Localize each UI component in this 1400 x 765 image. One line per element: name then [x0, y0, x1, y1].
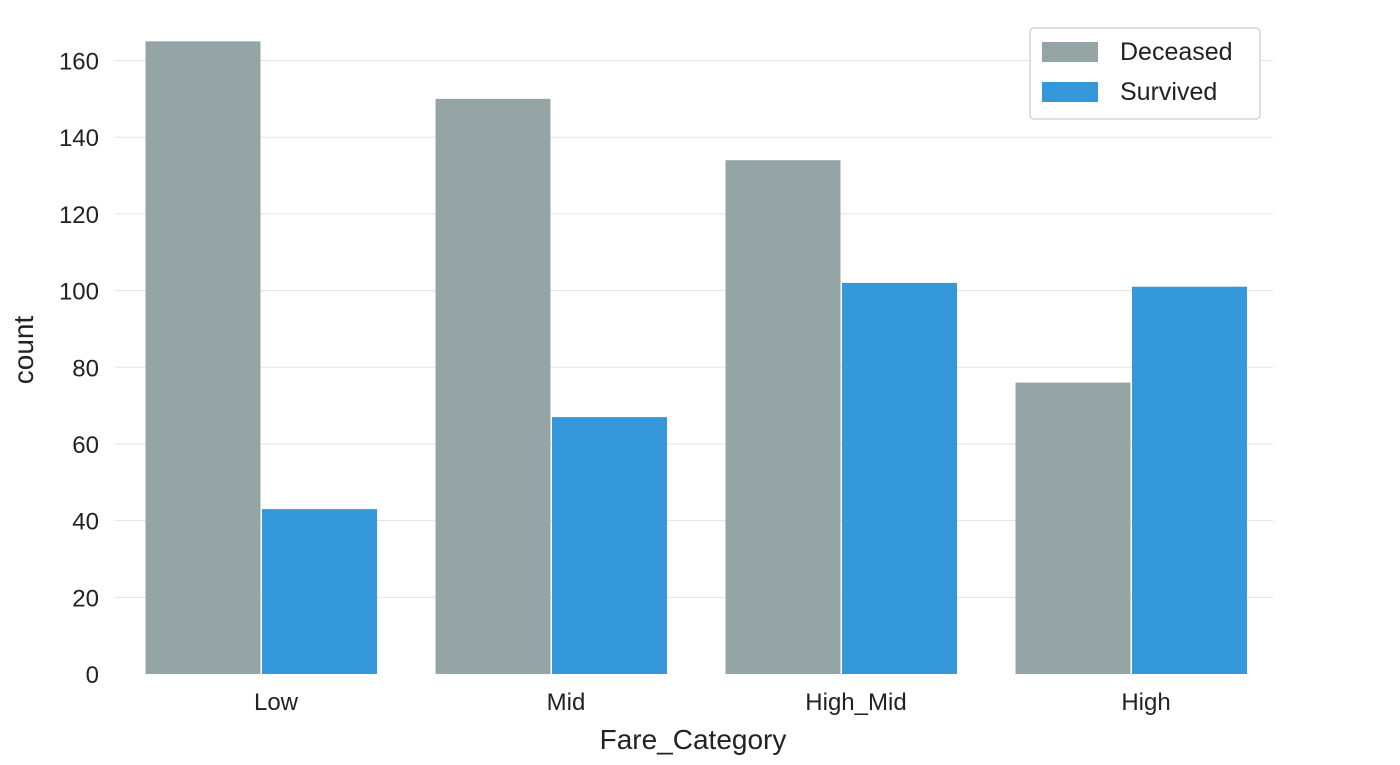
bar-deceased-high — [1015, 382, 1131, 674]
y-tick-label: 60 — [72, 432, 99, 459]
y-tick-label: 140 — [59, 125, 99, 152]
y-tick-label: 20 — [72, 585, 99, 612]
x-tick-label: High_Mid — [805, 689, 906, 716]
x-tick-labels: Low Mid High_Mid High — [254, 689, 1171, 716]
bar-survived-high-mid — [842, 282, 957, 674]
x-tick-label: Mid — [547, 689, 586, 716]
legend-label-survived: Survived — [1120, 78, 1217, 106]
legend-swatch-survived — [1042, 82, 1098, 102]
bars — [145, 41, 1247, 675]
y-tick-label: 120 — [59, 202, 99, 229]
y-tick-labels: 0 20 40 60 80 100 120 140 160 — [59, 49, 99, 689]
y-tick-label: 40 — [72, 509, 99, 536]
bar-deceased-low — [145, 41, 261, 674]
legend-swatch-deceased — [1042, 42, 1098, 62]
y-axis-label: count — [8, 316, 39, 385]
y-tick-label: 80 — [72, 355, 99, 382]
bar-survived-high — [1132, 286, 1247, 674]
y-tick-label: 160 — [59, 49, 99, 76]
bar-deceased-mid — [435, 98, 551, 675]
y-tick-label: 0 — [86, 662, 99, 689]
x-tick-label: Low — [254, 689, 299, 716]
bar-survived-mid — [552, 417, 667, 674]
y-tick-label: 100 — [59, 279, 99, 306]
legend-label-deceased: Deceased — [1120, 38, 1233, 66]
legend: Deceased Survived — [1029, 27, 1261, 120]
bar-deceased-high-mid — [725, 160, 841, 675]
x-axis-label: Fare_Category — [600, 724, 787, 755]
x-tick-label: High — [1121, 689, 1170, 716]
bar-survived-low — [262, 509, 377, 674]
